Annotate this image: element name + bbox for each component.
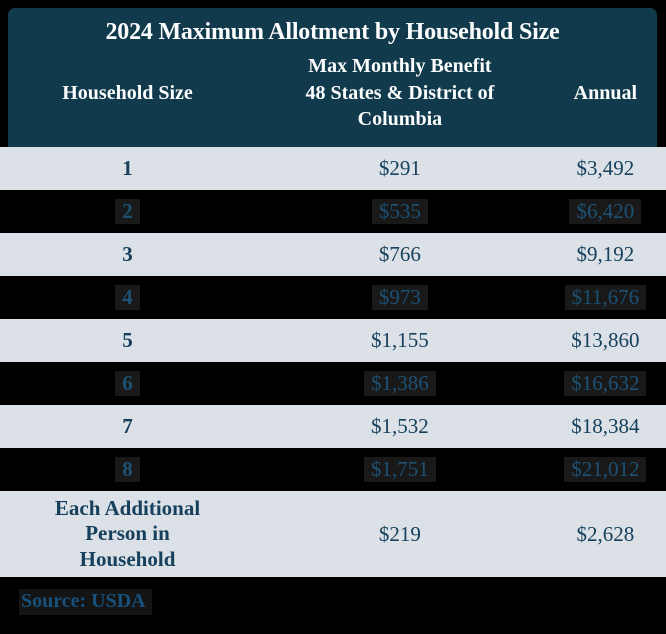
- monthly-benefit-cell: $1,751: [255, 457, 545, 482]
- monthly-benefit-cell: $1,386: [255, 371, 545, 396]
- annual-cell: $13,860: [571, 328, 640, 352]
- column-header-max-monthly-benefit: Max Monthly Benefit 48 States & District…: [305, 55, 495, 131]
- table-header: 2024 Maximum Allotment by Household Size…: [8, 8, 657, 147]
- table-footer: Source: USDA: [0, 577, 666, 634]
- table-row: 5 $1,155 $13,860: [0, 319, 666, 362]
- column-header-annual: Annual: [573, 81, 638, 104]
- monthly-benefit-cell: $766: [378, 242, 421, 266]
- table-row: Each Additional Person in Household $219…: [0, 491, 666, 577]
- household-size-cell: 5: [122, 328, 133, 352]
- household-size-cell: 4: [0, 285, 255, 310]
- table-row: 1 $291 $3,492: [0, 147, 666, 190]
- monthly-benefit-cell: $1,532: [371, 414, 429, 438]
- annual-cell: $9,192: [576, 242, 635, 266]
- table-row: 3 $766 $9,192: [0, 233, 666, 276]
- table-row: 2 $535 $6,420: [0, 190, 666, 233]
- annual-cell: $16,632: [545, 371, 666, 396]
- annual-cell: $11,676: [545, 285, 666, 310]
- annual-cell: $18,384: [571, 414, 640, 438]
- monthly-benefit-cell: $291: [378, 156, 421, 180]
- household-size-cell: 3: [122, 242, 133, 266]
- allotment-table: 2024 Maximum Allotment by Household Size…: [0, 8, 666, 634]
- household-size-cell: 8: [0, 457, 255, 482]
- household-size-cell: Each Additional Person in Household: [54, 496, 201, 571]
- source-note: Source: USDA: [19, 589, 152, 615]
- household-size-cell: 2: [0, 199, 255, 224]
- table-title: 2024 Maximum Allotment by Household Size: [105, 19, 560, 45]
- column-header-row: Household Size Max Monthly Benefit 48 St…: [0, 48, 666, 138]
- annual-cell: $6,420: [545, 199, 666, 224]
- column-header-household-size: Household Size: [62, 81, 193, 104]
- household-size-cell: 7: [122, 414, 133, 438]
- table-row: 4 $973 $11,676: [0, 276, 666, 319]
- household-size-cell: 6: [0, 371, 255, 396]
- table-row: 6 $1,386 $16,632: [0, 362, 666, 405]
- table-row: 8 $1,751 $21,012: [0, 448, 666, 491]
- monthly-benefit-cell: $535: [255, 199, 545, 224]
- monthly-benefit-cell: $973: [255, 285, 545, 310]
- annual-cell: $21,012: [545, 457, 666, 482]
- table-body: 1 $291 $3,492 2 $535 $6,420 3 $766 $9,19…: [0, 147, 666, 577]
- annual-cell: $3,492: [576, 156, 635, 180]
- table-row: 7 $1,532 $18,384: [0, 405, 666, 448]
- annual-cell: $2,628: [576, 521, 635, 546]
- monthly-benefit-cell: $219: [378, 521, 421, 546]
- household-size-cell: 1: [122, 156, 133, 180]
- monthly-benefit-cell: $1,155: [371, 328, 429, 352]
